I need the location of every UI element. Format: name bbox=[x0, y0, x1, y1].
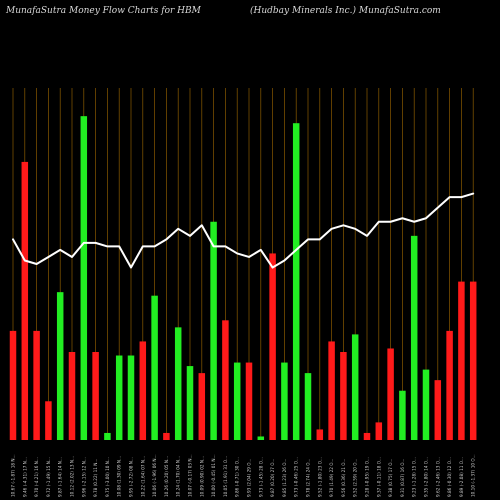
money-flow-bar bbox=[222, 320, 229, 440]
money-flow-bar bbox=[434, 380, 442, 440]
x-tick-label: 9.38 (0.75) 17 O... bbox=[388, 459, 393, 497]
money-flow-bar bbox=[304, 373, 312, 440]
x-tick-label: 9.78 (2.74) 24 O... bbox=[306, 459, 311, 497]
money-flow-bar bbox=[446, 330, 453, 440]
money-flow-bar bbox=[9, 330, 17, 440]
money-flow-bar bbox=[163, 432, 170, 440]
money-flow-bar bbox=[458, 281, 465, 440]
x-tick-label: 9.78 (0.22) 11 N... bbox=[93, 459, 98, 497]
x-tick-label: 9.93 (2.04) 29 O... bbox=[247, 459, 252, 497]
x-tick-label: 9.96 (-2.15) 12 N... bbox=[81, 457, 86, 497]
money-flow-bar bbox=[410, 235, 418, 440]
money-flow-bar bbox=[45, 401, 52, 440]
x-tick-label: 10.12 (2.02) 13 N... bbox=[70, 456, 75, 497]
money-flow-bar bbox=[92, 352, 99, 440]
x-tick-label: 9.46 (-4.31) 17 N... bbox=[22, 457, 27, 497]
flow-line bbox=[12, 192, 475, 269]
chart-title: MunafaSutra Money Flow Charts for HBM bbox=[6, 6, 201, 16]
x-tick-label: 9.56 (0.36) 21 O... bbox=[341, 459, 346, 497]
money-flow-bar bbox=[269, 253, 276, 440]
money-flow-bar bbox=[375, 422, 383, 440]
money-flow-bar bbox=[151, 295, 158, 440]
x-tick-label: 9.86 (-0.30) 12 O... bbox=[447, 457, 452, 497]
money-flow-bar bbox=[198, 373, 206, 440]
x-tick-label: 10.08 (1.30) 09 N... bbox=[117, 456, 122, 497]
money-flow-bar bbox=[363, 432, 371, 440]
money-flow-bar bbox=[281, 362, 288, 440]
chart-subtitle: (Hudbay Minerals Inc.) MunafaSutra.com bbox=[250, 6, 441, 16]
flow-line-layer bbox=[12, 192, 475, 269]
tick-label-layer: 10.67 (-1.87) 18 N... 9.46 (-4.31) 17 N..… bbox=[11, 454, 476, 497]
x-tick-label: 9.73 (-1.45) 28 O... bbox=[258, 457, 263, 497]
x-tick-label: 9.87 (-1.64) 14 N... bbox=[58, 457, 63, 497]
money-flow-bar bbox=[21, 161, 29, 441]
money-flow-bar bbox=[115, 355, 123, 440]
money-flow-bar bbox=[186, 366, 194, 440]
money-flow-bar bbox=[104, 432, 111, 440]
money-flow-bar bbox=[210, 221, 217, 440]
x-tick-label: 9.37 (-0.11) 18 O... bbox=[376, 457, 381, 497]
x-tick-label: 9.52 (-1.80) 23 O... bbox=[317, 457, 322, 497]
money-flow-bar bbox=[127, 355, 135, 440]
money-flow-bar bbox=[139, 341, 147, 440]
x-tick-label: 9.70 (1.49) 22 O... bbox=[329, 459, 334, 497]
x-tick-label: 9.75 (-3.00) 10 N... bbox=[105, 457, 110, 497]
x-tick-label: 10.10 (-1.37) 10 O... bbox=[471, 454, 476, 497]
x-tick-label: 10.00 (-0.45) 01 N... bbox=[211, 454, 216, 497]
money-flow-bar bbox=[257, 436, 265, 440]
x-tick-label: 9.73 (-0.46) 25 O... bbox=[294, 457, 299, 497]
x-tick-label: 10.24 (1.70) 04 N... bbox=[176, 456, 181, 497]
x-tick-label: 10.05 (1.91) 31 O... bbox=[223, 456, 228, 497]
money-flow-bar bbox=[245, 362, 253, 440]
money-flow-bar bbox=[387, 348, 394, 440]
money-flow-bar bbox=[351, 334, 359, 440]
x-tick-label: 9.89 (-2.08) 11 O... bbox=[459, 457, 464, 497]
x-tick-label: 9.31 (0.87) 16 O... bbox=[400, 459, 405, 497]
x-tick-label: 9.85 (1.23) 26 O... bbox=[282, 459, 287, 497]
bar-layer bbox=[9, 116, 477, 441]
x-tick-label: 9.86 (-0.71) 30 O... bbox=[235, 457, 240, 497]
money-flow-bar bbox=[422, 369, 430, 440]
x-tick-label: 10.26 (0.20) 05 N... bbox=[164, 456, 169, 497]
money-flow-bar bbox=[68, 352, 76, 440]
x-tick-label: 9.23 (-1.28) 15 O... bbox=[412, 457, 417, 497]
x-tick-label: 10.22 (1.64) 07 N... bbox=[140, 456, 145, 497]
money-flow-bar bbox=[292, 123, 300, 440]
money-flow-bar bbox=[56, 292, 64, 440]
money-flow-bar bbox=[399, 390, 406, 440]
money-flow-bar bbox=[328, 341, 335, 440]
money-flow-bar bbox=[340, 352, 347, 440]
x-tick-label: 10.07 (-0.17) 03 N... bbox=[188, 454, 193, 497]
x-tick-label: 9.62 (-2.46) 13 O... bbox=[435, 457, 440, 497]
money-flow-bar bbox=[80, 116, 88, 440]
money-flow-bar bbox=[33, 330, 40, 440]
x-tick-label: 9.35 (-2.80) 14 O... bbox=[424, 457, 429, 497]
x-tick-label: 9.87 (0.20) 27 O... bbox=[270, 459, 275, 497]
money-flow-bar bbox=[469, 281, 477, 440]
x-tick-label: 10.06 (-1.96) 06 N... bbox=[152, 454, 157, 497]
x-tick-label: 9.72 (-1.49) 15 N... bbox=[46, 457, 51, 497]
x-tick-label: 9.52 (2.59) 20 O... bbox=[353, 459, 358, 497]
x-tick-label: 9.70 (-4.21) 16 N... bbox=[34, 457, 39, 497]
money-flow-bar bbox=[174, 327, 182, 440]
money-flow-bar bbox=[316, 429, 324, 440]
money-flow-bar bbox=[233, 362, 241, 440]
x-tick-label: 10.09 (0.90) 02 N... bbox=[199, 456, 204, 497]
x-tick-label: 9.95 (-2.72) 08 N... bbox=[129, 457, 134, 497]
x-tick-label: 10.67 (-1.87) 18 N... bbox=[11, 454, 16, 497]
x-tick-label: 9.28 (-0.95) 19 O... bbox=[365, 457, 370, 497]
